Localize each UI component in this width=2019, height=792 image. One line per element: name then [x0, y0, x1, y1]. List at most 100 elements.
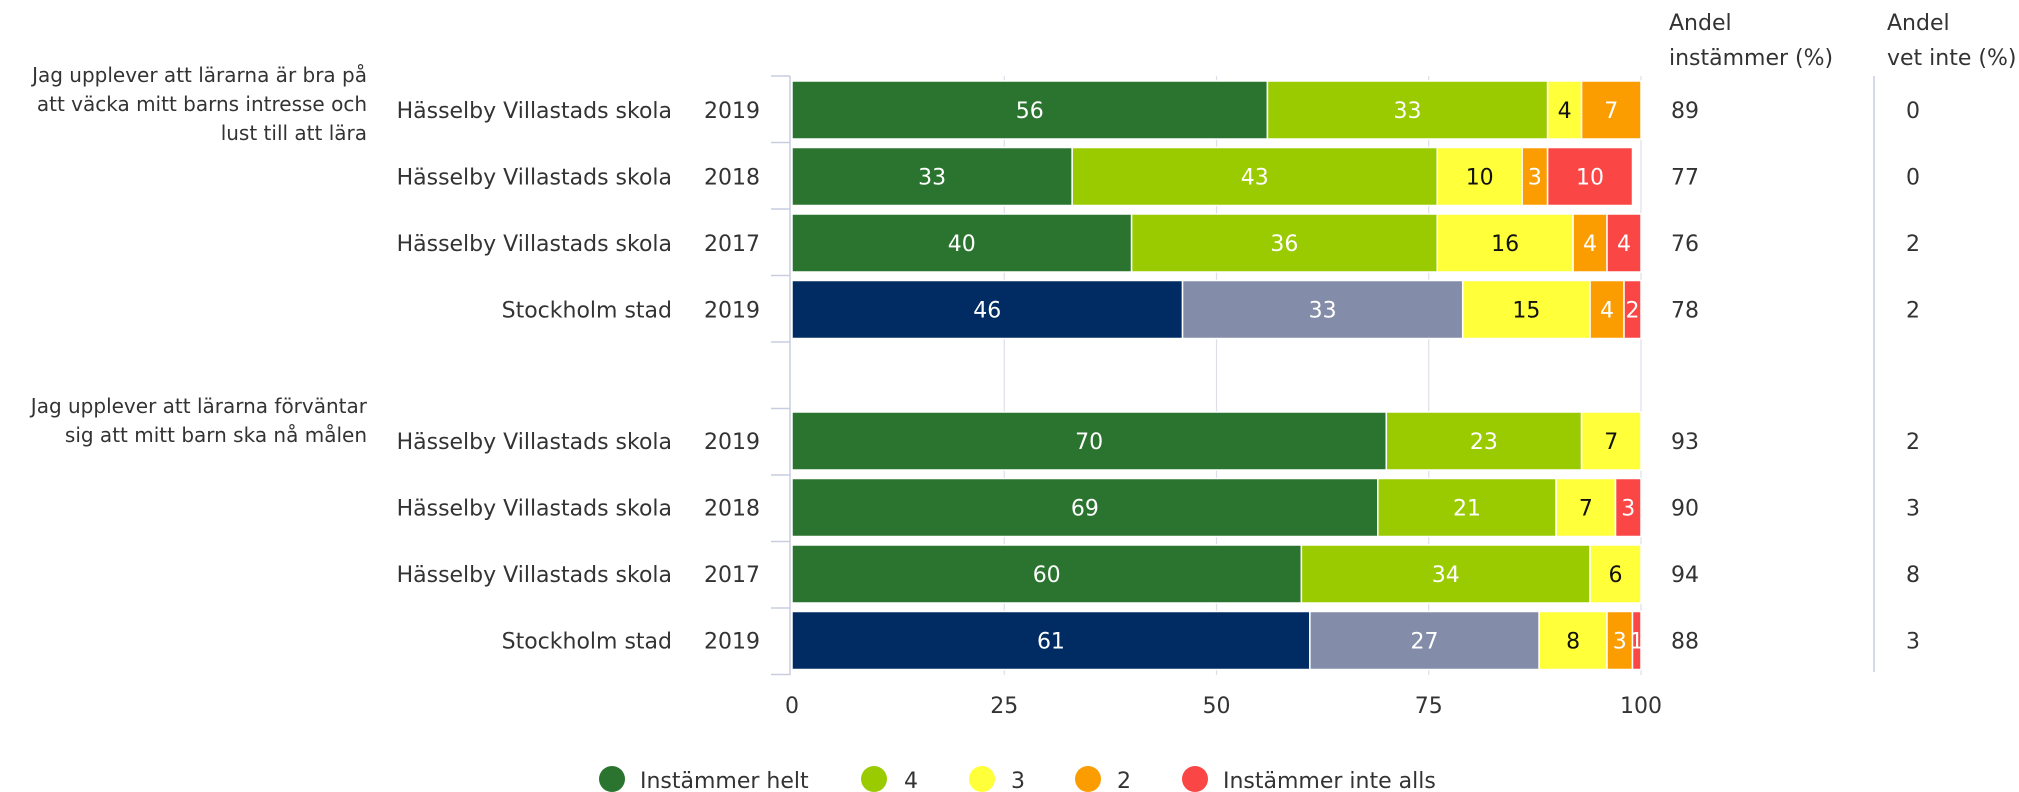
bar-segment: [1589, 279, 1625, 340]
question-label: Jag upplever att lärarna är bra på att vä…: [30, 63, 367, 145]
andel-vet-inte-value: 0: [1906, 166, 1920, 191]
bar-value-label: 23: [1470, 430, 1498, 455]
row-entity-label: Hässelby Villastads skola: [397, 430, 672, 455]
andel-vet-inte-value: 0: [1906, 99, 1920, 124]
bar-value-label: 7: [1579, 497, 1593, 522]
bar-value-label: 4: [1558, 99, 1572, 124]
bar-segment: [1385, 411, 1583, 471]
bar-value-label: 3: [1528, 166, 1542, 191]
row-year-label: 2019: [704, 99, 760, 124]
bar-value-label: 2: [1626, 299, 1640, 324]
bar-value-label: 6: [1609, 563, 1623, 588]
x-tick-label: 25: [990, 694, 1018, 719]
bar-segment: [1631, 610, 1642, 671]
row-entity-label: Hässelby Villastads skola: [397, 497, 672, 522]
row-year-label: 2019: [704, 430, 760, 455]
bar-segment: [1071, 146, 1438, 207]
bar-value-label: 34: [1432, 563, 1460, 588]
legend-label: Instämmer helt: [640, 769, 809, 792]
bar-segment: [791, 146, 1073, 207]
x-tick-label: 0: [785, 694, 799, 719]
row-year-label: 2017: [704, 232, 760, 257]
bar-segment: [1266, 80, 1549, 140]
andel-vet-inte-value: 2: [1906, 232, 1920, 257]
bar-segment: [791, 80, 1269, 140]
andel-instammer-value: 89: [1671, 99, 1699, 124]
bar-segment: [1623, 279, 1642, 340]
andel-vet-inte-value: 2: [1906, 430, 1920, 455]
bar-segment: [1580, 80, 1642, 140]
bar-value-label: 61: [1037, 630, 1065, 655]
bar-value-label: 1: [1630, 630, 1644, 655]
andel-vet-inte-value: 2: [1906, 299, 1920, 324]
bar-value-label: 33: [1394, 99, 1422, 124]
bar-segment: [791, 213, 1133, 273]
bars: [791, 80, 1642, 671]
bar-value-label: 4: [1617, 232, 1631, 257]
bar-value-label: 4: [1583, 232, 1597, 257]
bar-value-label: 27: [1411, 630, 1439, 655]
andel-instammer-value: 90: [1671, 497, 1699, 522]
andel-vet-inte-value: 8: [1906, 563, 1920, 588]
andel-instammer-value: 88: [1671, 630, 1699, 655]
legend-swatch: [861, 766, 887, 792]
legend-swatch: [1182, 766, 1208, 792]
axes: [771, 75, 1875, 676]
bar-segment: [1614, 477, 1642, 538]
bar-value-label: 46: [973, 299, 1001, 324]
bar-value-label: 16: [1491, 232, 1519, 257]
legend-label: 4: [904, 769, 918, 792]
bar-value-label: 43: [1241, 166, 1269, 191]
row-entity-label: Stockholm stad: [502, 630, 672, 655]
andel-instammer-value: 77: [1671, 166, 1699, 191]
legend-swatch: [599, 766, 625, 792]
row-entity-label: Stockholm stad: [502, 299, 672, 324]
row-year-label: 2019: [704, 630, 760, 655]
row-year-label: 2019: [704, 299, 760, 324]
legend: Instämmer helt 4 3 2 Instämmer inte alls: [599, 766, 1436, 792]
question-label: Jag upplever att lärarna förväntar sig at…: [29, 394, 368, 447]
bar-value-label: 3: [1621, 497, 1635, 522]
bar-value-label: 4: [1600, 299, 1614, 324]
x-tick-label: 75: [1415, 694, 1443, 719]
bar-segment: [1130, 213, 1438, 273]
bar-segment: [1580, 411, 1642, 471]
legend-swatch: [969, 766, 995, 792]
bar-value-label: 3: [1613, 630, 1627, 655]
bar-value-label: 56: [1016, 99, 1044, 124]
bar-value-label: 70: [1075, 430, 1103, 455]
bar-segment: [1436, 146, 1523, 207]
bar-value-label: 36: [1270, 232, 1298, 257]
bar-segment: [1606, 610, 1634, 671]
bar-value-label: 15: [1512, 299, 1540, 324]
andel-instammer-value: 93: [1671, 430, 1699, 455]
row-entity-label: Hässelby Villastads skola: [397, 563, 672, 588]
bar-segment: [791, 544, 1303, 604]
bar-value-label: 8: [1566, 630, 1580, 655]
bar-value-label: 69: [1071, 497, 1099, 522]
bar-segment: [1436, 213, 1574, 273]
legend-label: 2: [1117, 769, 1131, 792]
bar-segment: [1606, 213, 1642, 273]
bar-segment: [1181, 279, 1464, 340]
andel-vet-inte-value: 3: [1906, 497, 1920, 522]
row-year-label: 2018: [704, 166, 760, 191]
bar-segment: [1309, 610, 1540, 671]
andel-instammer-value: 94: [1671, 563, 1699, 588]
bar-segment: [1546, 80, 1583, 140]
row-year-label: 2017: [704, 563, 760, 588]
bar-value-label: 40: [948, 232, 976, 257]
bar-segment: [1377, 477, 1557, 538]
bar-segment: [1300, 544, 1591, 604]
column-header-andel-instammer: Andel instämmer (%): [1669, 11, 1833, 71]
bar-segment: [791, 610, 1311, 671]
legend-swatch: [1075, 766, 1101, 792]
bar-value-label: 60: [1033, 563, 1061, 588]
bar-segment: [791, 279, 1184, 340]
legend-label: 3: [1011, 769, 1025, 792]
bar-value-label: 10: [1576, 166, 1604, 191]
bar-value-label: 33: [918, 166, 946, 191]
x-tick-label: 100: [1620, 694, 1662, 719]
bar-value-label: 21: [1453, 497, 1481, 522]
